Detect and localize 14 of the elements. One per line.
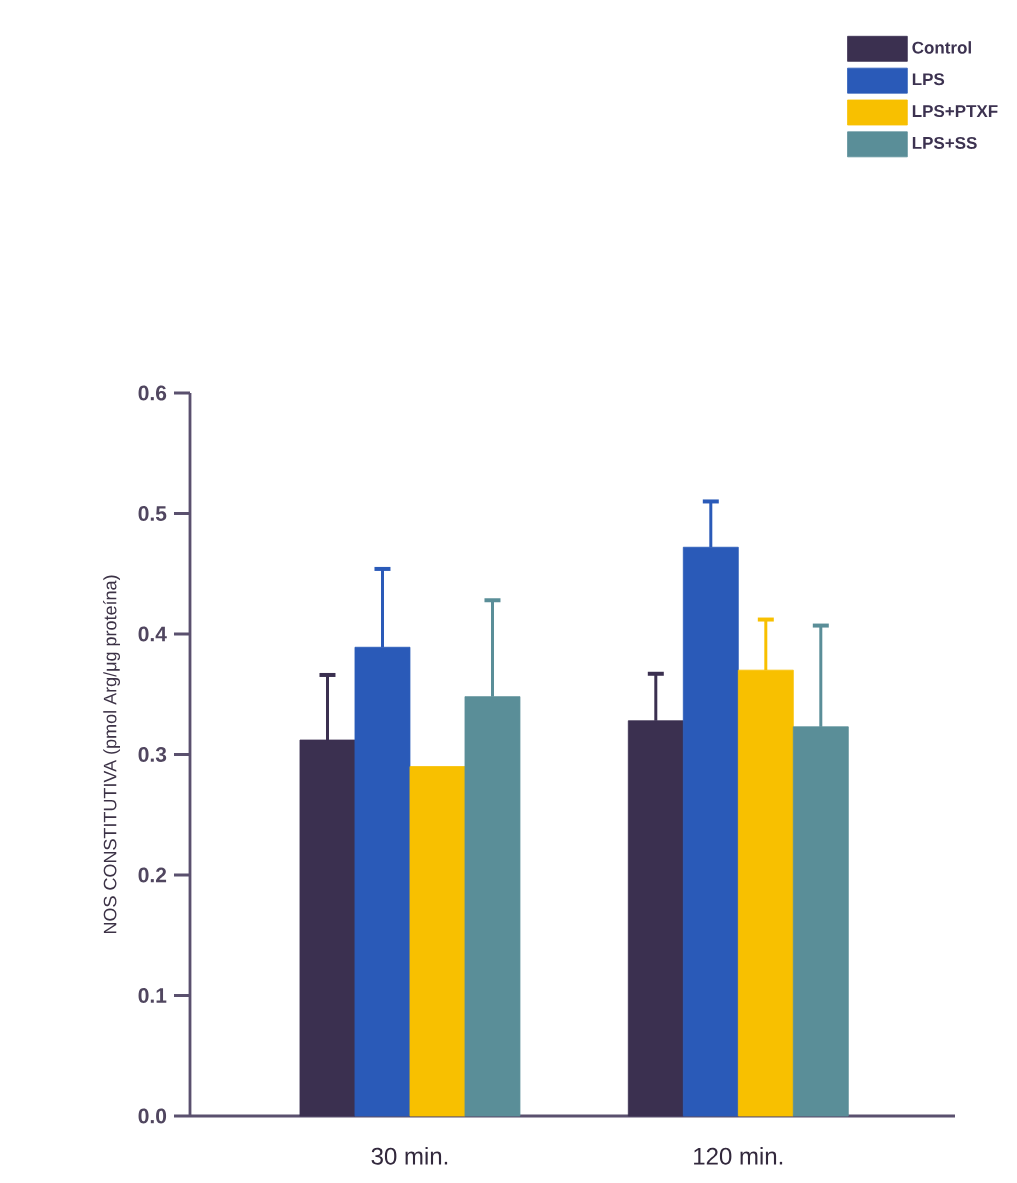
y-tick-label: 0.5 bbox=[138, 506, 167, 521]
y-tick-label: 0.1 bbox=[138, 988, 167, 1003]
legend-label: LPS bbox=[912, 73, 945, 86]
x-tick-label: 30 min. bbox=[371, 1147, 448, 1165]
y-tick-label: 0.6 bbox=[138, 385, 167, 401]
x-tick-label: 120 min. bbox=[694, 1147, 783, 1165]
y-tick-label: 0.2 bbox=[138, 867, 167, 883]
y-tick-label: 0.3 bbox=[138, 747, 167, 762]
y-tick-label: 0.0 bbox=[138, 1108, 167, 1124]
legend-label: LPS+SS bbox=[912, 136, 977, 149]
legend-label: Control bbox=[912, 41, 971, 54]
legend-label: LPS+PTXF bbox=[912, 105, 998, 118]
y-tick-label: 0.4 bbox=[138, 626, 167, 642]
y-axis-title: NOS CONSTITUTIVA (pmol Arg/μg proteína) bbox=[103, 575, 121, 934]
